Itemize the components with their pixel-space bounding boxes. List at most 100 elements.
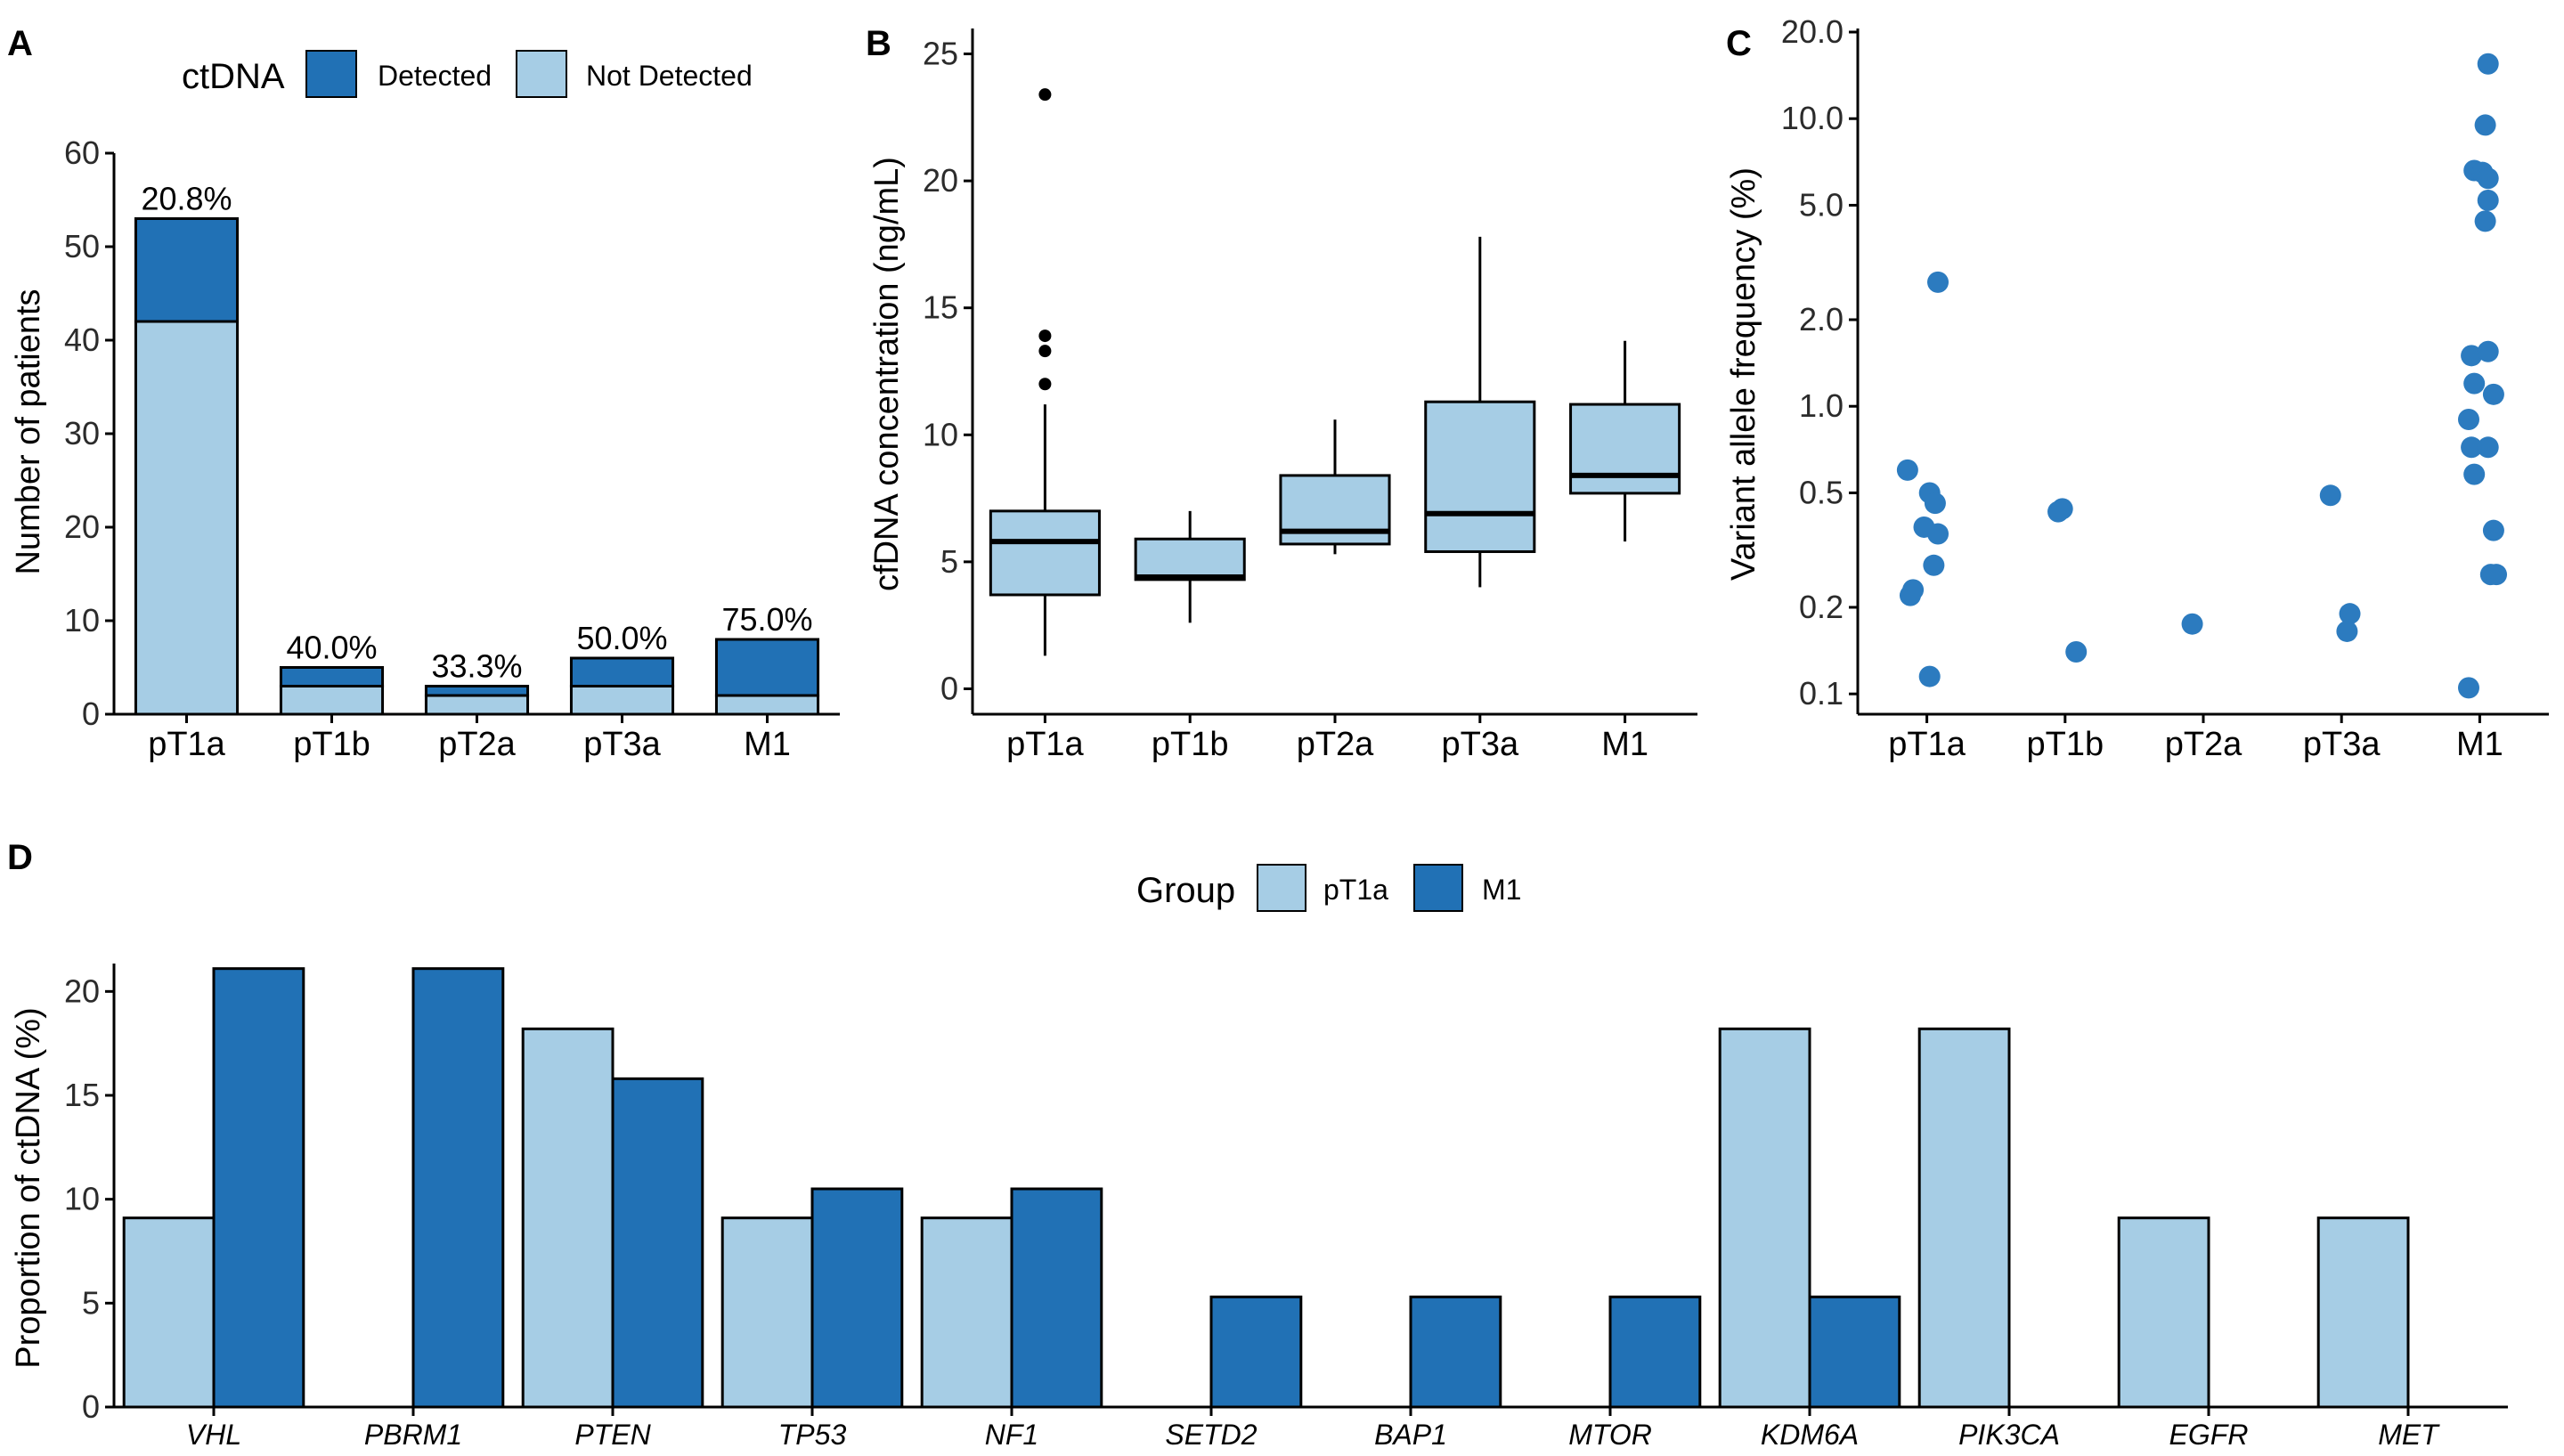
panel-letter-c: C — [1726, 24, 1752, 63]
panel-d-gene-label: MET — [2378, 1419, 2440, 1451]
panel-a-y-tick-label: 40 — [64, 321, 100, 358]
box-iqr — [989, 509, 1101, 597]
box-iqr — [1424, 400, 1536, 553]
bar-pt1a — [1917, 1027, 2011, 1409]
panel-d-y-tick-label: 10 — [64, 1181, 100, 1217]
panel-c-y-tick-label: 20.0 — [1781, 13, 1844, 50]
panel-a-legend-title: ctDNA — [182, 57, 285, 96]
bar-m1 — [611, 1077, 704, 1409]
bar-detected — [569, 656, 675, 687]
legend-swatch-pt1a — [1257, 864, 1306, 912]
scatter-point — [2461, 345, 2483, 367]
panel-d-y-axis-title: Proportion of ctDNA (%) — [10, 1007, 47, 1368]
bar-detected — [134, 217, 240, 323]
bar-pt1a — [2117, 1216, 2210, 1409]
panel-d-gene-label: NF1 — [985, 1419, 1038, 1451]
panel-d-gene-label: BAP1 — [1374, 1419, 1447, 1451]
scatter-point — [2482, 519, 2504, 541]
bar-m1 — [1808, 1295, 1901, 1409]
scatter-point — [1927, 271, 1949, 293]
scatter-point — [2477, 167, 2499, 190]
legend-label-detected: Detected — [378, 60, 492, 92]
scatter-point — [2482, 383, 2504, 405]
panel-d-y-tick-label: 20 — [64, 972, 100, 1009]
panel-c-y-tick-label: 2.0 — [1799, 301, 1844, 338]
panel-c-y-tick-label: 1.0 — [1799, 387, 1844, 424]
panel-b-y-tick-label: 20 — [923, 162, 958, 199]
box-iqr — [1134, 537, 1246, 582]
bar-pt1a — [720, 1216, 814, 1409]
bar-not-detected — [279, 685, 385, 716]
bar-percent-label: 20.8% — [141, 181, 232, 217]
scatter-point — [2457, 408, 2479, 430]
panel-c-y-tick-label: 0.1 — [1799, 675, 1844, 712]
box-outlier-point — [1038, 88, 1052, 102]
bar-percent-label: 75.0% — [721, 601, 812, 638]
bar-pt1a — [122, 1216, 216, 1409]
panel-a-y-tick-label: 10 — [64, 602, 100, 639]
panel-b-y-tick-label: 5 — [940, 543, 958, 580]
bar-detected — [279, 666, 385, 687]
panel-c-y-tick-label: 10.0 — [1781, 100, 1844, 136]
panel-b-y-tick-label: 15 — [923, 289, 958, 326]
panel-c-scatter-plot: Variant allele frequency (%) 0.1 0.2 0.5 1.… — [1725, 13, 2549, 763]
panel-letter-a: A — [7, 24, 33, 63]
legend-swatch-detected — [305, 50, 357, 98]
bar-percent-label: 50.0% — [576, 620, 667, 656]
panel-d-gene-label: MTOR — [1568, 1419, 1652, 1451]
scatter-point — [2463, 463, 2486, 485]
scatter-point — [2477, 53, 2499, 75]
panel-b-x-tick-label: pT1b — [1152, 726, 1229, 763]
panel-b-x-tick-label: pT2a — [1297, 726, 1374, 763]
scatter-point — [2065, 641, 2088, 663]
legend-label-m1: M1 — [1482, 874, 1521, 906]
panel-b-x-tick-label: pT3a — [1441, 726, 1518, 763]
panel-c-x-tick-label: pT1a — [1888, 726, 1966, 763]
panel-d-y-tick-label: 0 — [82, 1388, 100, 1425]
panel-a-x-tick-label: pT3a — [583, 726, 661, 763]
box-iqr — [1569, 403, 1681, 495]
panel-a-x-tick-label: M1 — [744, 726, 791, 763]
panel-d-y-tick-label: 15 — [64, 1077, 100, 1113]
panel-c-y-tick-label: 0.5 — [1799, 474, 1844, 510]
scatter-point — [2181, 613, 2203, 635]
scatter-point — [2051, 498, 2073, 520]
bar-detected — [714, 638, 820, 697]
scatter-point — [1899, 584, 1921, 606]
panel-c-y-axis-title: Variant allele frequency (%) — [1725, 167, 1762, 581]
panel-d-gene-label: EGFR — [2169, 1419, 2249, 1451]
scatter-point — [1918, 665, 1941, 687]
scatter-point — [2477, 340, 2499, 362]
legend-swatch-m1 — [1413, 864, 1463, 912]
panel-d-legend-title: Group — [1136, 871, 1235, 910]
panel-c-y-tick-label: 0.2 — [1799, 589, 1844, 625]
panel-d-gene-label: PIK3CA — [1958, 1419, 2060, 1451]
scatter-point — [2461, 436, 2483, 459]
panel-b-x-tick-label: pT1a — [1006, 726, 1084, 763]
panel-d-gene-label: VHL — [186, 1419, 241, 1451]
panel-d-gene-label: KDM6A — [1761, 1419, 1859, 1451]
panel-a-y-tick-label: 30 — [64, 415, 100, 451]
bar-detected — [424, 685, 530, 697]
scatter-point — [2336, 620, 2358, 642]
panel-a-stacked-bar-chart: ctDNA Detected Not Detected Number of pa… — [10, 50, 840, 763]
panel-b-y-tick-label: 10 — [923, 416, 958, 452]
panel-a-y-tick-label: 50 — [64, 228, 100, 264]
panel-a-y-tick-label: 0 — [82, 695, 100, 732]
panel-c-x-tick-label: pT2a — [2165, 726, 2242, 763]
scatter-point — [2339, 603, 2361, 625]
panel-d-y-tick-label: 5 — [82, 1284, 100, 1321]
scatter-point — [2474, 210, 2496, 232]
panel-c-x-tick-label: M1 — [2456, 726, 2503, 763]
panel-a-y-tick-label: 60 — [64, 134, 100, 171]
bar-percent-label: 33.3% — [431, 648, 522, 685]
panel-b-y-tick-label: 0 — [940, 670, 958, 706]
bar-m1 — [1209, 1295, 1303, 1409]
panel-a-x-tick-label: pT1a — [148, 726, 225, 763]
scatter-point — [1896, 459, 1918, 481]
box-outlier-point — [1038, 378, 1052, 391]
bar-pt1a — [1718, 1027, 1811, 1409]
bar-not-detected — [569, 685, 675, 716]
panel-c-x-tick-label: pT1b — [2026, 726, 2104, 763]
